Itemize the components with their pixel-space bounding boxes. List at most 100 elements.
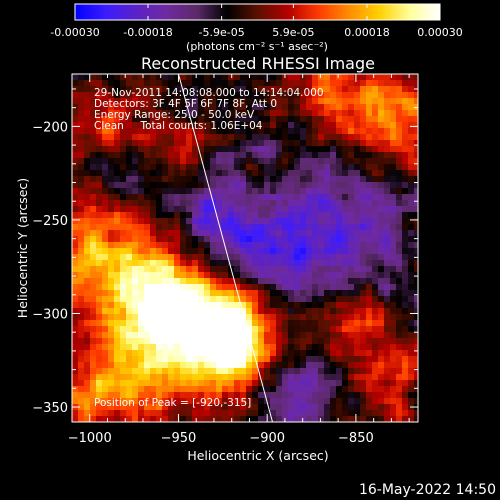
heatmap-cell <box>132 296 138 302</box>
heatmap-cell <box>78 320 84 326</box>
heatmap-cell <box>264 356 270 362</box>
heatmap-cell <box>108 350 114 356</box>
heatmap-cell <box>402 356 408 362</box>
heatmap-cell <box>348 332 354 338</box>
heatmap-cell <box>108 386 114 392</box>
heatmap-cell <box>114 290 120 296</box>
heatmap-cell <box>354 158 360 164</box>
heatmap-cell <box>186 290 192 296</box>
heatmap-cell <box>234 302 240 308</box>
heatmap-cell <box>96 92 102 98</box>
heatmap-cell <box>294 80 300 86</box>
heatmap-cell <box>282 356 288 362</box>
heatmap-cell <box>156 362 162 368</box>
heatmap-cell <box>294 398 300 404</box>
heatmap-cell <box>78 314 84 320</box>
heatmap-cell <box>228 116 234 122</box>
heatmap-cell <box>78 344 84 350</box>
heatmap-cell <box>414 278 418 284</box>
heatmap-cell <box>84 332 90 338</box>
heatmap-cell <box>84 350 90 356</box>
heatmap-cell <box>270 170 276 176</box>
plot-frame <box>71 73 419 423</box>
heatmap-cell <box>126 320 132 326</box>
heatmap-cell <box>288 140 294 146</box>
heatmap-cell <box>216 92 222 98</box>
heatmap-cell <box>366 122 372 128</box>
heatmap-cell <box>228 380 234 386</box>
heatmap-cell <box>276 236 282 242</box>
heatmap-cell <box>408 224 414 230</box>
heatmap-cell <box>396 314 402 320</box>
heatmap-cell <box>228 242 234 248</box>
heatmap-cell <box>144 182 150 188</box>
heatmap-cell <box>216 116 222 122</box>
colorbar-cell <box>242 4 246 20</box>
heatmap-cell <box>288 350 294 356</box>
heatmap-cell <box>192 302 198 308</box>
heatmap-cell <box>120 416 126 422</box>
heatmap-cell <box>246 350 252 356</box>
heatmap-cell <box>114 212 120 218</box>
heatmap-cell <box>120 284 126 290</box>
heatmap-cell <box>324 338 330 344</box>
heatmap-cell <box>408 86 414 92</box>
heatmap-cell <box>330 212 336 218</box>
heatmap-cell <box>162 218 168 224</box>
heatmap-cell <box>162 152 168 158</box>
heatmap-cell <box>372 86 378 92</box>
heatmap-cell <box>354 200 360 206</box>
heatmap-cell <box>414 290 418 296</box>
colorbar-cell <box>167 4 171 20</box>
heatmap-cell <box>402 110 408 116</box>
heatmap-cell <box>342 134 348 140</box>
heatmap-cell <box>72 272 78 278</box>
heatmap-cell <box>294 74 300 80</box>
heatmap-cell <box>402 218 408 224</box>
heatmap-cell <box>72 170 78 176</box>
heatmap-cell <box>96 272 102 278</box>
heatmap-cell <box>384 224 390 230</box>
heatmap-cell <box>150 278 156 284</box>
heatmap-cell <box>282 272 288 278</box>
heatmap-cell <box>372 416 378 422</box>
heatmap-cell <box>138 248 144 254</box>
heatmap-cell <box>120 332 126 338</box>
heatmap-cell <box>180 260 186 266</box>
heatmap-cell <box>246 284 252 290</box>
heatmap-cell <box>132 320 138 326</box>
heatmap-cell <box>84 398 90 404</box>
heatmap-cell <box>132 386 138 392</box>
colorbar-cell <box>232 4 236 20</box>
heatmap-cell <box>72 350 78 356</box>
heatmap-cell <box>396 80 402 86</box>
heatmap-cell <box>372 212 378 218</box>
heatmap-cell <box>102 380 108 386</box>
heatmap-cell <box>72 110 78 116</box>
heatmap-cell <box>294 242 300 248</box>
heatmap-cell <box>84 110 90 116</box>
colorbar-cell <box>132 4 136 20</box>
heatmap-cell <box>120 146 126 152</box>
heatmap-cell <box>366 278 372 284</box>
heatmap-cell <box>354 416 360 422</box>
heatmap-cell <box>240 368 246 374</box>
heatmap-cell <box>258 92 264 98</box>
heatmap-cell <box>336 86 342 92</box>
heatmap-cell <box>396 170 402 176</box>
heatmap-cell <box>144 404 150 410</box>
heatmap-cell <box>276 254 282 260</box>
heatmap-cell <box>222 200 228 206</box>
heatmap-cell <box>258 332 264 338</box>
heatmap-cell <box>264 200 270 206</box>
heatmap-cell <box>252 110 258 116</box>
heatmap-cell <box>408 410 414 416</box>
heatmap-cell <box>330 404 336 410</box>
heatmap-cell <box>396 236 402 242</box>
colorbar-cell <box>85 4 88 20</box>
heatmap-cell <box>204 386 210 392</box>
heatmap-cell <box>402 140 408 146</box>
heatmap-cell <box>348 134 354 140</box>
heatmap-cell <box>252 230 258 236</box>
heatmap-cell <box>108 308 114 314</box>
